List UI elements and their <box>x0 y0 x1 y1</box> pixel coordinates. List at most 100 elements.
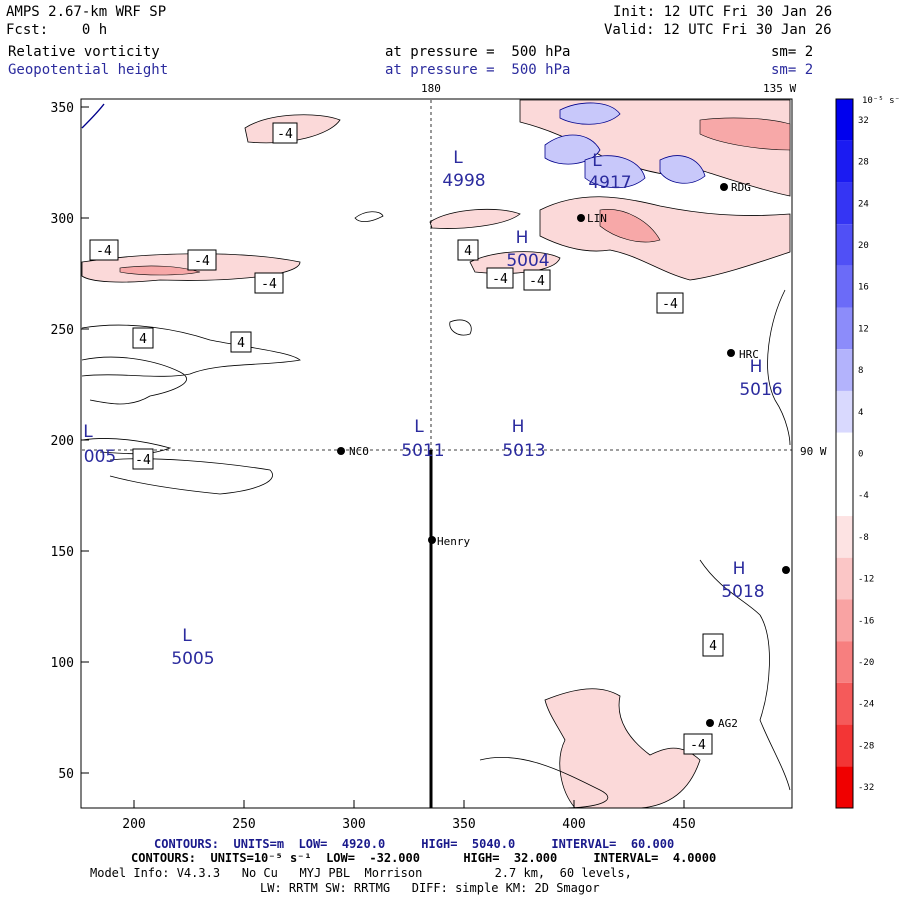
colorbar-swatch <box>836 432 853 475</box>
colorbar-tick-label: -28 <box>858 741 874 751</box>
contour-label: -4 <box>690 738 706 753</box>
station-label: RDG <box>731 181 751 194</box>
colorbar-unit: 10⁻⁵ s⁻¹ <box>862 96 900 106</box>
pressure-center-value: 5005 <box>171 649 214 669</box>
pressure-center-type: H <box>516 228 529 248</box>
forecast-hour: Fcst: 0 h <box>6 22 108 38</box>
contour-label: 4 <box>139 332 147 347</box>
pressure-center-value: 5004 <box>506 251 549 271</box>
pressure-center-value: 5011 <box>401 441 444 461</box>
field2-name: Geopotential height <box>8 62 169 78</box>
field1-name: Relative vorticity <box>8 44 160 60</box>
pressure-center-value: 4998 <box>442 171 485 191</box>
contour-label: -4 <box>662 297 678 312</box>
footer-physics-info: LW: RRTM SW: RRTMG DIFF: simple KM: 2D S… <box>260 881 600 895</box>
colorbar-swatch <box>836 140 853 183</box>
colorbar-tick-label: -16 <box>858 616 874 626</box>
colorbar-swatch <box>836 599 853 642</box>
footer-model-info: Model Info: V4.3.3 No Cu MYJ PBL Morriso… <box>90 866 632 880</box>
colorbar-tick-label: 8 <box>858 366 863 376</box>
colorbar-swatch <box>836 557 853 600</box>
colorbar-tick-label: 0 <box>858 450 863 460</box>
pressure-center-value: 005 <box>84 447 116 467</box>
colorbar-swatch <box>836 265 853 308</box>
lon-label-135w: 135 W <box>763 82 796 95</box>
colorbar-tick-label: 24 <box>858 199 869 209</box>
contour-label: -4 <box>529 274 545 289</box>
station-label: LIN <box>587 212 607 225</box>
contour-label: -4 <box>261 277 277 292</box>
colorbar-tick-label: -24 <box>858 700 874 710</box>
field2-level: at pressure = 500 hPa <box>385 62 571 78</box>
colorbar-swatch <box>836 516 853 558</box>
colorbar-swatch <box>836 390 853 433</box>
contour-label: -4 <box>194 254 210 269</box>
x-tick-label: 450 <box>672 817 695 832</box>
colorbar-swatch <box>836 349 853 391</box>
plot-frame <box>80 98 793 809</box>
station-markers <box>337 183 790 727</box>
station-label: Henry <box>437 535 470 548</box>
x-tick-label: 300 <box>342 817 365 832</box>
vorticity-core <box>119 117 791 276</box>
y-tick-label: 250 <box>51 323 74 338</box>
y-tick-label: 50 <box>58 767 74 782</box>
colorbar-tick-label: -20 <box>858 658 874 668</box>
contour-label-boxes <box>89 122 724 755</box>
colorbar-tick-label: 20 <box>858 241 869 251</box>
colorbar-tick-label: -4 <box>858 491 869 501</box>
station-label: HRC <box>739 348 759 361</box>
colorbar-tick-label: 4 <box>858 408 863 418</box>
contour-label: -4 <box>277 127 293 142</box>
field2-smoothing: sm= 2 <box>771 62 814 78</box>
field1-level: at pressure = 500 hPa <box>385 44 571 60</box>
model-title: AMPS 2.67-km WRF SP <box>6 4 167 20</box>
colorbar-swatch <box>836 682 853 725</box>
pressure-center-type: L <box>414 417 424 437</box>
y-tick-label: 350 <box>51 101 74 116</box>
field1-smoothing: sm= 2 <box>771 44 814 60</box>
pressure-center-value: 5013 <box>502 441 545 461</box>
contour-label: 4 <box>237 336 245 351</box>
pressure-center-type: H <box>512 417 525 437</box>
colorbar-swatch <box>836 724 853 767</box>
pressure-center-type: L <box>592 151 602 171</box>
contour-label: 4 <box>464 244 472 259</box>
colorbar-swatch <box>836 766 853 808</box>
footer-height-contours: CONTOURS: UNITS=m LOW= 4920.0 HIGH= 5040… <box>154 837 675 851</box>
colorbar-frame <box>835 98 854 809</box>
colorbar-tick-label: 28 <box>858 158 869 168</box>
x-tick-label: 250 <box>232 817 255 832</box>
x-tick-label: 200 <box>122 817 145 832</box>
colorbar-swatch <box>836 474 853 517</box>
footer-vorticity-contours: CONTOURS: UNITS=10⁻⁵ s⁻¹ LOW= -32.000 HI… <box>131 851 717 865</box>
contour-label: -4 <box>135 453 151 468</box>
pressure-center-value: 4917 <box>588 173 631 193</box>
pressure-center-value: 5016 <box>739 380 782 400</box>
colorbar-swatch <box>836 182 853 225</box>
pressure-center-type: H <box>750 357 763 377</box>
y-tick-label: 100 <box>51 656 74 671</box>
pressure-center-type: H <box>733 559 746 579</box>
pressure-center-type: L <box>453 148 463 168</box>
axis-ticks <box>81 106 685 808</box>
y-tick-label: 300 <box>51 212 74 227</box>
lon-label-180: 180 <box>421 82 441 95</box>
init-time: Init: 12 UTC Fri 30 Jan 26 <box>613 4 833 20</box>
pressure-center-value: 5018 <box>721 582 764 602</box>
colorbar-tick-label: -8 <box>858 533 869 543</box>
pressure-center-type: L <box>83 422 93 442</box>
colorbar-tick-label: 12 <box>858 324 869 334</box>
vorticity-contours <box>81 211 791 809</box>
colorbar-swatch <box>836 224 853 266</box>
colorbar-tick-label: 32 <box>858 116 869 126</box>
valid-time: Valid: 12 UTC Fri 30 Jan 26 <box>604 22 832 38</box>
contour-label: 4 <box>709 639 717 654</box>
colorbar-tick-label: 16 <box>858 283 869 293</box>
x-tick-label: 400 <box>562 817 585 832</box>
station-label: AG2 <box>718 717 738 730</box>
contour-label: -4 <box>492 272 508 287</box>
vorticity-positive <box>544 102 706 189</box>
y-tick-label: 200 <box>51 434 74 449</box>
lon-label-90w: 90 W <box>800 445 827 458</box>
